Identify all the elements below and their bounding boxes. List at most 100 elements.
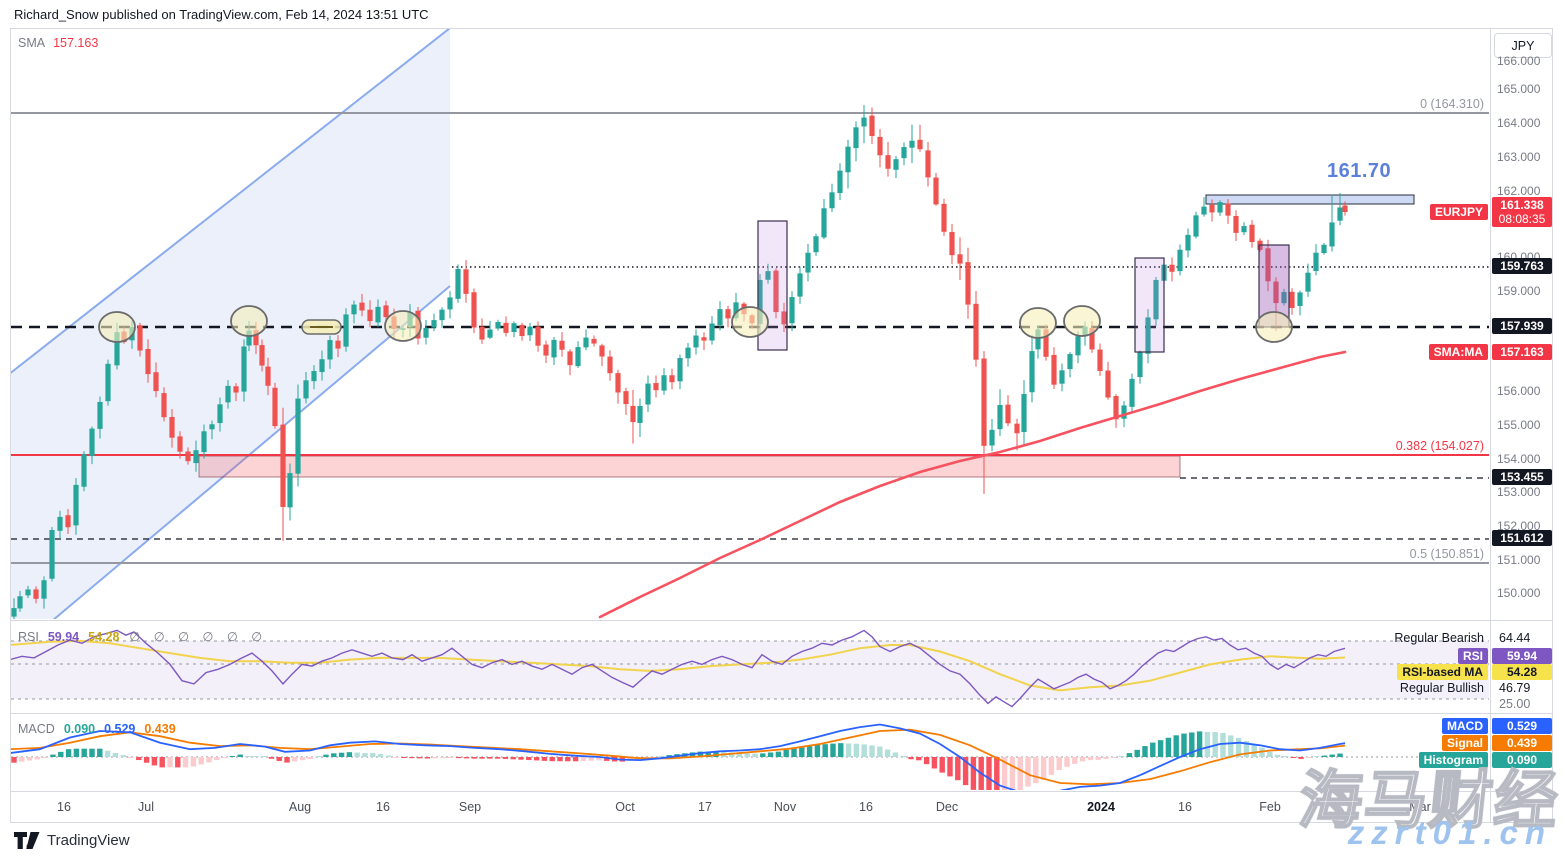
macd-hist-bar [861,744,867,757]
candle-body [551,339,557,358]
candle-body [447,297,453,310]
candle-body [877,136,883,156]
candle-body [973,303,979,360]
macd-hist-bar [1072,757,1078,764]
macd-hist-bar [432,757,438,759]
macd-hist-bar [354,752,360,757]
macd-hist-bar [245,756,251,757]
macd-hist-bar [1001,757,1008,790]
macd-hist-bar [822,744,828,757]
candle-body [145,348,151,375]
macd-hist-bar [198,757,204,765]
candle-body [375,306,381,323]
macd-hist-bar [471,757,477,759]
macd-hist-bar [744,753,750,757]
macd-hist-bar [994,757,1000,790]
macd-hist-bar [1048,757,1055,775]
candle-body [623,391,629,405]
macd-indicator-legend: MACD 0.090 0.529 0.439 [18,722,176,736]
macd-hist-bar [666,755,672,757]
macd-hist-bar [11,757,17,763]
candle-body [1059,370,1065,384]
watermark-site-link[interactable]: zzrt01.cn [1347,814,1552,851]
candle-body [797,273,803,297]
macd-hist-bar [1095,757,1101,760]
rsi-value: 59.94 [47,630,80,644]
candle-body [241,346,247,392]
candle-body [25,589,31,596]
macd-hist-bar [736,752,743,757]
candle-body [925,150,931,178]
macd-hist-bar [799,747,805,757]
macd-hist-bar [463,757,470,759]
macd-hist-bar [151,757,158,766]
candle-body [1137,352,1143,377]
macd-hist-bar [1313,756,1320,757]
macd-hist-bar [658,756,665,757]
candle-body [1193,215,1199,237]
macd-hist-bar [1290,757,1296,758]
candle-body [765,271,771,280]
macd-hist-bar [1142,746,1148,757]
macd-hist-bar [385,755,392,757]
macd-hist-value: 0.090 [63,722,96,736]
macd-hist-bar [1025,757,1031,787]
candle-body [495,321,501,329]
event-box-1 [1134,257,1165,353]
macd-hist-bar [884,749,891,757]
macd-hist-bar [627,757,633,761]
candle-body [439,309,445,321]
candle-body [137,325,143,351]
support-zone [198,455,1181,478]
publish-header: Richard_Snow published on TradingView.co… [14,7,429,22]
macd-hist-bar [214,757,220,761]
macd-hist-bar [518,757,524,760]
macd-hist-bar [26,757,33,761]
candle-body [1035,329,1041,350]
macd-hist-bar [323,754,329,757]
candle-body [1337,207,1343,221]
candle-body [311,371,317,382]
macd-hist-bar [947,757,953,777]
rsi-line [11,629,1346,708]
macd-hist-bar [908,757,914,760]
macd-hist-bar [830,743,836,757]
rsi-ma-line [11,639,1346,692]
macd-hist-bar [1103,757,1109,759]
macd-hist-bar [596,757,602,761]
currency-axis-button[interactable]: JPY [1494,33,1552,58]
candle-body [359,302,365,311]
candle-body [645,383,651,405]
pivot-touch-circle [1019,307,1057,339]
candle-body [615,373,621,393]
candle-body [1289,291,1295,308]
macd-hist-bar [136,757,142,761]
candle-body [607,356,613,374]
tradingview-logo[interactable]: TradingView [14,832,130,849]
candle-body [81,454,87,487]
macd-hist-bar [393,757,399,758]
macd-hist-bar [580,757,587,762]
candle-body [789,297,795,324]
macd-hist-bar [167,757,173,768]
macd-hist-bar [190,757,197,767]
candle-body [733,302,739,319]
candle-body [1089,328,1095,350]
sma-legend-label: SMA [18,36,46,50]
candle-body [1005,404,1011,424]
macd-hist-bar [315,756,321,757]
macd-line [11,723,1346,790]
macd-hist-bar [1274,754,1281,757]
candle-body [709,323,715,341]
candle-body [431,320,437,328]
macd-hist-bar [892,752,899,757]
candle-body [11,608,17,617]
macd-hist-bar [767,752,774,757]
macd-hist-bar [81,748,87,757]
candle-body [89,428,95,457]
macd-hist-bar [1079,757,1086,762]
candle-body [185,451,191,462]
candle-body [685,347,691,359]
macd-hist-bar [1118,756,1125,757]
macd-legend-label: MACD [18,722,55,736]
